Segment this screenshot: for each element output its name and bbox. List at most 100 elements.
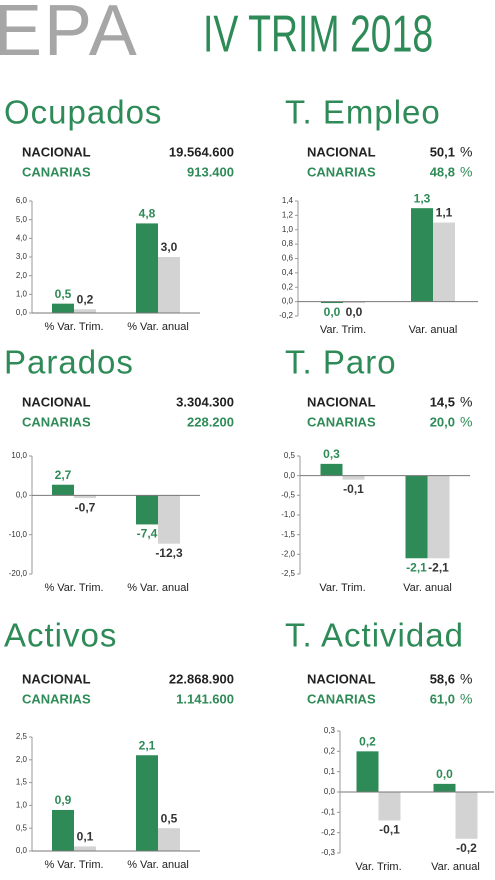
y-tick-label: -1,5 (281, 530, 295, 539)
category-label: Var. anual (403, 582, 452, 594)
value-label: 0,0 (324, 305, 341, 319)
value-label: -2,1 (428, 560, 449, 574)
value-label: 0,0 (346, 305, 363, 319)
stat-unit: % (460, 144, 472, 160)
stat-value: 20,0 (430, 414, 455, 429)
bar (405, 475, 428, 559)
bar (342, 475, 365, 480)
stat-value: 61,0 (430, 691, 455, 706)
bar (320, 463, 343, 476)
y-tick-label: 0,4 (282, 268, 294, 277)
bar (321, 301, 343, 304)
y-tick-label: 3,0 (16, 252, 28, 261)
section-title: T. Empleo (285, 94, 441, 131)
value-label: 4,8 (139, 207, 156, 221)
bar (427, 475, 450, 559)
stat-value: 50,1 (430, 144, 455, 159)
category-label: % Var. Trim. (44, 582, 103, 594)
stat-label: NACIONAL (307, 671, 376, 686)
value-label: 0,1 (77, 830, 94, 844)
section-title: Parados (4, 344, 134, 381)
y-tick-label: 0,1 (324, 767, 336, 776)
category-label: Var. Trim. (320, 324, 366, 336)
y-tick-label: 0,2 (282, 282, 294, 291)
y-tick-label: 0,5 (284, 451, 296, 460)
stat-label: CANARIAS (307, 164, 376, 179)
stat-label: NACIONAL (22, 394, 91, 409)
stat-value: 14,5 (430, 394, 455, 409)
stat-label: NACIONAL (22, 671, 91, 686)
bar (378, 792, 401, 821)
value-label: 0,5 (161, 811, 178, 825)
value-label: 3,0 (161, 240, 178, 254)
stat-value: 228.200 (187, 414, 234, 429)
y-tick-label: 0,6 (282, 254, 294, 263)
value-label: -0,1 (379, 823, 400, 837)
category-label: Var. anual (431, 861, 480, 873)
y-tick-label: 0,2 (324, 746, 336, 755)
y-tick-label: 1,2 (282, 210, 294, 219)
bar (433, 222, 455, 302)
value-label: -0,1 (343, 482, 364, 496)
y-tick-label: 10,0 (11, 451, 27, 460)
y-tick-label: 0,0 (16, 490, 28, 499)
y-tick-label: -2,0 (281, 549, 295, 558)
stat-value: 19.564.600 (169, 144, 234, 159)
value-label: 0,9 (55, 793, 72, 807)
section-title: T. Actividad (285, 617, 464, 654)
value-label: 0,2 (77, 292, 94, 306)
category-label: % Var. anual (127, 582, 189, 594)
y-tick-label: 0,0 (282, 297, 294, 306)
value-label: 2,7 (55, 468, 72, 482)
y-tick-label: 2,0 (16, 755, 28, 764)
bar (455, 792, 478, 839)
stat-label: NACIONAL (307, 394, 376, 409)
bar (343, 301, 365, 304)
value-label: 2,1 (139, 738, 156, 752)
y-tick-label: -0,5 (281, 490, 295, 499)
bar (52, 809, 74, 851)
section-title: Ocupados (4, 94, 162, 131)
stat-label: CANARIAS (22, 414, 91, 429)
value-label: -0,7 (75, 500, 96, 514)
bar (136, 755, 158, 851)
y-tick-label: 0,0 (16, 846, 28, 855)
y-tick-label: 4,0 (16, 233, 28, 242)
bar (136, 495, 158, 525)
y-tick-label: 0,0 (284, 471, 296, 480)
value-label: -12,3 (155, 546, 183, 560)
header-title: IV TRIM 2018 (203, 5, 433, 64)
value-label: 0,0 (436, 767, 453, 781)
stat-unit: % (460, 414, 472, 430)
bar (52, 484, 74, 496)
stat-unit: % (460, 164, 472, 180)
section-title: Activos (4, 617, 117, 654)
bar (52, 303, 74, 313)
y-tick-label: -2,5 (281, 569, 295, 578)
y-tick-label: 0,3 (324, 726, 336, 735)
logo: EPA (0, 0, 139, 71)
value-label: 0,2 (359, 735, 376, 749)
y-tick-label: 0,5 (16, 823, 28, 832)
y-tick-label: 0,0 (324, 787, 336, 796)
value-label: -2,1 (406, 560, 427, 574)
y-tick-label: 2,0 (16, 271, 28, 280)
y-tick-label: 0,8 (282, 239, 294, 248)
y-tick-label: -1,0 (281, 510, 295, 519)
category-label: % Var. anual (127, 859, 189, 871)
category-label: Var. anual (409, 324, 458, 336)
bar (411, 208, 433, 302)
stat-value: 22.868.900 (169, 671, 234, 686)
bar (136, 223, 158, 313)
stat-value: 48,8 (430, 164, 455, 179)
y-tick-label: 1,0 (282, 225, 294, 234)
bar (158, 495, 180, 544)
y-tick-label: -0,2 (321, 828, 335, 837)
stat-value: 913.400 (187, 164, 234, 179)
stat-label: NACIONAL (307, 144, 376, 159)
category-label: Var. Trim. (355, 861, 401, 873)
stat-label: NACIONAL (22, 144, 91, 159)
bar (74, 846, 96, 851)
stat-unit: % (460, 394, 472, 410)
y-tick-label: 1,0 (16, 289, 28, 298)
